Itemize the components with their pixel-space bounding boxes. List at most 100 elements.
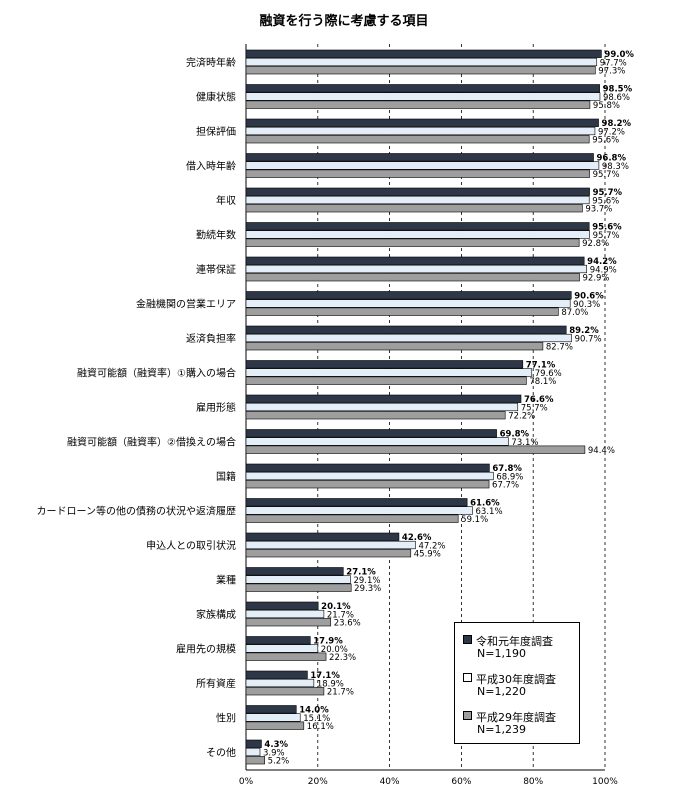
data-label-series-2: 22.3%: [329, 653, 356, 663]
bar-series-1: [245, 299, 571, 308]
bar-series-0: [245, 670, 308, 679]
data-label-series-0: 96.8%: [597, 154, 627, 164]
category-label: 性別: [216, 712, 236, 725]
bar-series-0: [245, 601, 319, 610]
bar-series-0: [245, 429, 497, 438]
legend-label-heisei30: 平成30年度調査: [476, 673, 556, 686]
data-label-series-0: 4.3%: [264, 740, 288, 750]
bar-series-1: [245, 575, 351, 584]
data-label-series-1: 73.1%: [511, 438, 538, 448]
data-label-series-1: 95.7%: [593, 231, 620, 241]
bar-series-2: [245, 549, 412, 558]
data-label-series-1: 98.6%: [603, 93, 630, 103]
data-label-series-2: 29.3%: [354, 584, 381, 594]
bar-series-0: [245, 705, 297, 714]
data-label-series-2: 92.8%: [582, 239, 609, 249]
category-label: 年収: [216, 194, 236, 207]
category-label: 金融機関の営業エリア: [136, 298, 236, 311]
category-label: 雇用形態: [196, 401, 236, 414]
data-label-series-1: 47.2%: [418, 541, 445, 551]
category-label: 業種: [216, 574, 236, 587]
data-label-series-1: 29.1%: [353, 576, 380, 586]
data-label-series-2: 16.1%: [307, 722, 334, 732]
category-label: その他: [206, 746, 236, 759]
data-label-series-1: 18.9%: [317, 679, 344, 689]
data-label-series-0: 42.6%: [402, 533, 432, 543]
legend-n-heisei30: N=1,220: [477, 685, 526, 698]
legend-n-reiwa1: N=1,190: [477, 647, 526, 660]
bar-series-1: [245, 609, 325, 619]
bar-series-1: [245, 230, 590, 239]
category-label: 勤続年数: [196, 229, 236, 242]
x-tick-label: 20%: [308, 777, 328, 787]
bar-series-1: [245, 161, 600, 170]
bar-series-0: [245, 256, 585, 265]
bar-series-2: [245, 238, 580, 247]
legend-swatch-heisei30: [463, 673, 472, 682]
bar-series-0: [245, 291, 572, 300]
legend-swatch-heisei29: [463, 711, 472, 720]
data-label-series-2: 87.0%: [561, 308, 588, 318]
data-label-series-0: 69.8%: [500, 430, 530, 440]
bar-series-1: [245, 644, 319, 653]
data-label-series-0: 95.7%: [593, 188, 623, 198]
bar-series-2: [245, 273, 580, 282]
category-label: 家族構成: [196, 608, 236, 621]
bar-series-2: [245, 376, 527, 385]
bar-series-1: [245, 264, 587, 274]
x-tick-label: 60%: [451, 777, 471, 787]
category-label: 所有資産: [196, 677, 236, 690]
data-label-series-2: 82.7%: [546, 343, 573, 353]
bar-series-1: [245, 747, 261, 757]
bar-series-2: [245, 687, 325, 696]
data-label-series-1: 90.3%: [573, 300, 600, 310]
data-label-series-1: 97.2%: [598, 127, 625, 137]
bar-series-2: [245, 411, 506, 420]
data-label-series-0: 27.1%: [346, 568, 376, 578]
bar-series-2: [245, 342, 544, 351]
bar-series-1: [245, 92, 601, 101]
data-label-series-2: 93.7%: [585, 205, 612, 215]
legend-item-heisei30: 平成30年度調査 N=1,220: [463, 671, 556, 698]
bar-series-2: [245, 169, 590, 178]
data-label-series-0: 89.2%: [569, 326, 599, 336]
data-label-series-0: 76.6%: [524, 395, 554, 405]
legend-item-heisei29: 平成29年度調査 N=1,239: [463, 709, 556, 736]
data-label-series-2: 95.8%: [593, 101, 620, 111]
data-label-series-0: 17.1%: [310, 671, 340, 681]
category-label: 返済負担率: [186, 332, 236, 345]
bar-series-0: [245, 567, 344, 576]
bar-series-0: [245, 187, 590, 196]
data-label-series-0: 17.9%: [313, 637, 343, 647]
category-label: 健康状態: [196, 91, 236, 104]
x-tick-label: 100%: [592, 777, 618, 787]
data-label-series-0: 14.0%: [299, 706, 329, 716]
category-label: 連帯保証: [196, 263, 236, 276]
data-label-series-1: 20.0%: [321, 645, 348, 655]
bar-series-0: [245, 739, 262, 748]
data-label-series-1: 3.9%: [263, 748, 285, 758]
data-label-series-1: 95.6%: [592, 196, 619, 206]
category-label: 雇用先の規模: [176, 643, 236, 656]
data-label-series-1: 75.7%: [521, 403, 548, 413]
data-label-series-2: 94.4%: [588, 446, 615, 456]
category-label: 融資可能額（融資率）②借換えの場合: [67, 436, 236, 449]
data-label-series-0: 95.6%: [592, 223, 622, 233]
legend-label-heisei29: 平成29年度調査: [476, 711, 556, 724]
bar-series-2: [245, 204, 583, 213]
data-label-series-2: 45.9%: [414, 550, 441, 560]
bar-series-1: [245, 126, 596, 136]
bar-series-1: [245, 368, 533, 377]
bar-series-0: [245, 498, 468, 507]
data-label-series-0: 90.6%: [574, 292, 604, 302]
bar-series-2: [245, 583, 352, 592]
data-label-series-2: 92.9%: [583, 274, 610, 284]
data-label-series-1: 63.1%: [476, 507, 503, 517]
data-label-series-1: 68.9%: [496, 472, 523, 482]
data-label-series-0: 61.6%: [470, 499, 500, 509]
bar-series-2: [245, 756, 265, 765]
data-label-series-0: 94.2%: [587, 257, 617, 267]
legend: 令和元年度調査 N=1,190 平成30年度調査 N=1,220 平成29年度調…: [454, 622, 580, 744]
bar-series-0: [245, 118, 599, 127]
bar-series-1: [245, 437, 509, 446]
